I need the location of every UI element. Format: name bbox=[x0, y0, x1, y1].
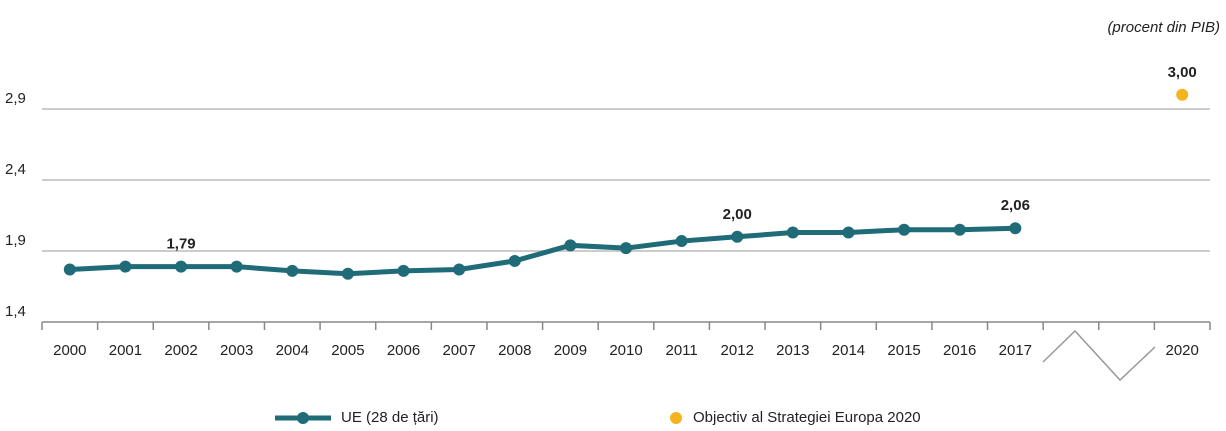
series-line bbox=[69, 225, 1016, 277]
x-tick-label: 2007 bbox=[442, 342, 475, 359]
x-tick-label: 2003 bbox=[220, 342, 253, 359]
data-point bbox=[397, 264, 410, 277]
x-tick-label: 2014 bbox=[832, 342, 865, 359]
data-point bbox=[953, 223, 966, 236]
data-point bbox=[175, 260, 188, 273]
data-point bbox=[786, 226, 799, 239]
x-tick-label: 2010 bbox=[609, 342, 642, 359]
y-tick-label: 1,9 bbox=[5, 232, 26, 249]
x-tick-label: 2012 bbox=[721, 342, 754, 359]
x-tick-label: 2013 bbox=[776, 342, 809, 359]
legend-label: Objectiv al Strategiei Europa 2020 bbox=[693, 409, 921, 426]
legend-marker bbox=[297, 412, 309, 424]
x-tick-label: 2008 bbox=[498, 342, 531, 359]
data-point bbox=[842, 226, 855, 239]
legend-label: UE (28 de țări) bbox=[341, 409, 439, 426]
x-tick-label: 2020 bbox=[1166, 342, 1199, 359]
data-point bbox=[341, 267, 354, 280]
data-point bbox=[119, 260, 132, 273]
data-label: 2,06 bbox=[1001, 197, 1030, 214]
y-tick-label: 1,4 bbox=[5, 303, 26, 320]
data-point bbox=[286, 264, 299, 277]
data-label: 2,00 bbox=[723, 206, 752, 223]
x-tick-label: 2011 bbox=[665, 342, 697, 359]
y-tick-label: 2,4 bbox=[5, 161, 26, 178]
data-point bbox=[1009, 222, 1022, 235]
data-point bbox=[564, 239, 577, 252]
data-point bbox=[508, 254, 521, 267]
data-point bbox=[230, 260, 243, 273]
y-tick-label: 2,9 bbox=[5, 90, 26, 107]
data-point bbox=[453, 263, 466, 276]
data-point bbox=[675, 235, 688, 248]
x-tick-label: 2000 bbox=[53, 342, 86, 359]
unit-note: (procent din PIB) bbox=[1107, 19, 1220, 36]
x-tick-label: 2016 bbox=[943, 342, 976, 359]
data-point bbox=[63, 263, 76, 276]
legend-marker bbox=[670, 412, 682, 424]
x-tick-label: 2017 bbox=[999, 342, 1032, 359]
x-tick-label: 2001 bbox=[109, 342, 142, 359]
data-point bbox=[620, 242, 632, 255]
x-tick-label: 2005 bbox=[331, 342, 364, 359]
data-point bbox=[731, 230, 744, 243]
data-label: 1,79 bbox=[166, 236, 195, 253]
x-tick-label: 2006 bbox=[387, 342, 420, 359]
data-label: 3,00 bbox=[1168, 64, 1197, 81]
x-tick-label: 2002 bbox=[164, 342, 197, 359]
axis-break bbox=[1042, 329, 1156, 382]
x-tick-label: 2015 bbox=[887, 342, 920, 359]
data-point bbox=[1176, 88, 1189, 101]
x-tick-label: 2004 bbox=[276, 342, 309, 359]
x-tick-label: 2009 bbox=[554, 342, 587, 359]
data-point bbox=[898, 223, 911, 236]
